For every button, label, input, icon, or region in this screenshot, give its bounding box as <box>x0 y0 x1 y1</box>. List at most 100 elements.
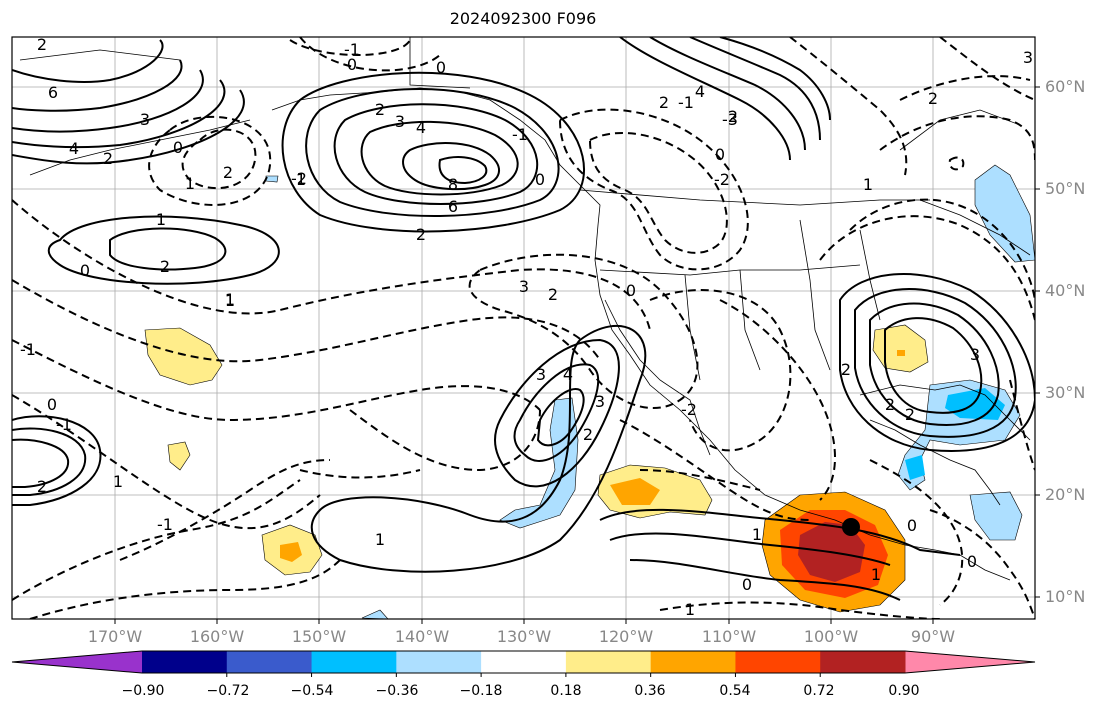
contour-label: 0 <box>80 261 90 280</box>
contour-label: -1 <box>678 93 694 112</box>
contour-label: 6 <box>48 83 58 102</box>
colorbar-tick-label: −0.36 <box>375 683 419 699</box>
contour-label: 2 <box>416 225 426 244</box>
lat-label-20n: 20°N <box>1045 485 1086 504</box>
contour-label: 1 <box>113 472 123 491</box>
contour-label: 1 <box>685 600 695 619</box>
contour-label: 1 <box>375 530 385 549</box>
contour-label: 3 <box>536 365 546 384</box>
colorbar-outline <box>11 650 1036 674</box>
contour-label: 1 <box>225 290 235 309</box>
contour-label: 4 <box>695 82 705 101</box>
contour-label: 3 <box>519 277 529 296</box>
contour-label: 2 <box>37 35 47 54</box>
contour-label: 3 <box>140 110 150 129</box>
contour-label: -1 <box>344 40 360 59</box>
contour-label: -1 <box>20 340 36 359</box>
contour-label: 3 <box>395 112 405 131</box>
contour-label: 1 <box>156 210 166 229</box>
lat-label-50n: 50°N <box>1045 179 1086 198</box>
lat-label-60n: 60°N <box>1045 77 1086 96</box>
contour-label: 2 <box>659 93 669 112</box>
colorbar-segment <box>142 651 228 673</box>
lon-label-130w: 130°W <box>496 627 552 646</box>
contour-label: -3 <box>722 110 738 129</box>
contour-label: 1 <box>752 525 762 544</box>
colorbar-tick-label: 0.54 <box>719 683 751 699</box>
colorbar-segment <box>226 651 313 673</box>
colorbar-segment <box>396 651 482 673</box>
contour-label: 0 <box>47 395 57 414</box>
contour-label: 1 <box>296 170 306 189</box>
contour-label: 4 <box>69 139 79 158</box>
contour-label: 2 <box>160 257 170 276</box>
contour-label: 2 <box>583 425 593 444</box>
contour-label: 2 <box>548 285 558 304</box>
lon-label-120w: 120°W <box>598 627 654 646</box>
solid-contours <box>12 37 1035 601</box>
colorbar-extend-high <box>905 651 1035 673</box>
lon-label-170w: 170°W <box>87 627 143 646</box>
contour-label: 0 <box>715 145 725 164</box>
lon-label-160w: 160°W <box>189 627 245 646</box>
contour-label: -1 <box>512 125 528 144</box>
contour-label: -1 <box>157 515 173 534</box>
colorbar-tick-label: 0.18 <box>550 683 582 699</box>
contour-label: 1 <box>871 565 881 584</box>
map-title: 2024092300 F096 <box>449 9 597 28</box>
colorbar-tick-label: 0.72 <box>803 683 835 699</box>
colorbar-tick-label: 0.90 <box>888 683 920 699</box>
colorbar-tick-label: 0.36 <box>634 683 666 699</box>
contour-label: 1 <box>185 174 195 193</box>
colorbar-extend-low <box>12 651 142 673</box>
contour-label: 6 <box>448 197 458 216</box>
colorbar-tick-label: −0.90 <box>121 683 165 699</box>
hurricane-center-marker <box>842 518 860 536</box>
colorbar-segment <box>820 651 906 673</box>
contour-label: 2 <box>928 89 938 108</box>
lon-label-100w: 100°W <box>803 627 859 646</box>
contour-label: -2 <box>291 169 307 188</box>
contour-label: 2 <box>841 360 851 379</box>
lon-label-110w: 110°W <box>701 627 757 646</box>
contour-label: 2 <box>103 149 113 168</box>
contour-label: 1 <box>225 291 235 310</box>
lat-label-30n: 30°N <box>1045 383 1086 402</box>
contour-label: -2 <box>714 170 730 189</box>
colorbar-tick-label: −0.18 <box>459 683 503 699</box>
contour-label: 2 <box>223 163 233 182</box>
lon-label-90w: 90°W <box>910 627 956 646</box>
dashed-contours <box>12 37 1035 619</box>
contour-label: 1 <box>863 175 873 194</box>
contour-label: 2 <box>37 477 47 496</box>
contour-label: 0 <box>173 138 183 157</box>
lat-label-10n: 10°N <box>1045 587 1086 606</box>
contour-label: 0 <box>436 58 446 77</box>
contour-label: 3 <box>595 392 605 411</box>
colorbar-segment <box>735 651 821 673</box>
colorbar-tick-label: −0.72 <box>206 683 250 699</box>
axis-ticks <box>114 86 1040 624</box>
contour-label: -2 <box>681 400 697 419</box>
contour-labels: 2 6 4 3 2 0 1 2 1 -1 0 -2 1 0 3 2 4 8 6 … <box>20 35 1033 619</box>
lon-label-150w: 150°W <box>291 627 347 646</box>
colorbar-segment <box>311 651 397 673</box>
contour-label: 4 <box>563 365 573 384</box>
contour-label: 2 <box>885 395 895 414</box>
lat-label-40n: 40°N <box>1045 281 1086 300</box>
lon-label-140w: 140°W <box>394 627 450 646</box>
contour-label: 0 <box>907 516 917 535</box>
contour-label: 2 <box>728 107 738 126</box>
contour-label: 2 <box>905 405 915 424</box>
colorbar-segment <box>650 651 736 673</box>
contour-label: 2 <box>375 100 385 119</box>
contour-label: 3 <box>970 345 980 364</box>
contour-label: 0 <box>967 552 977 571</box>
contour-label: 0 <box>535 170 545 189</box>
contour-label: 8 <box>448 175 458 194</box>
contour-label: 3 <box>1023 48 1033 67</box>
colorbar-segment <box>481 651 567 673</box>
contour-label: -1 <box>56 415 72 434</box>
colorbar <box>11 650 1036 677</box>
